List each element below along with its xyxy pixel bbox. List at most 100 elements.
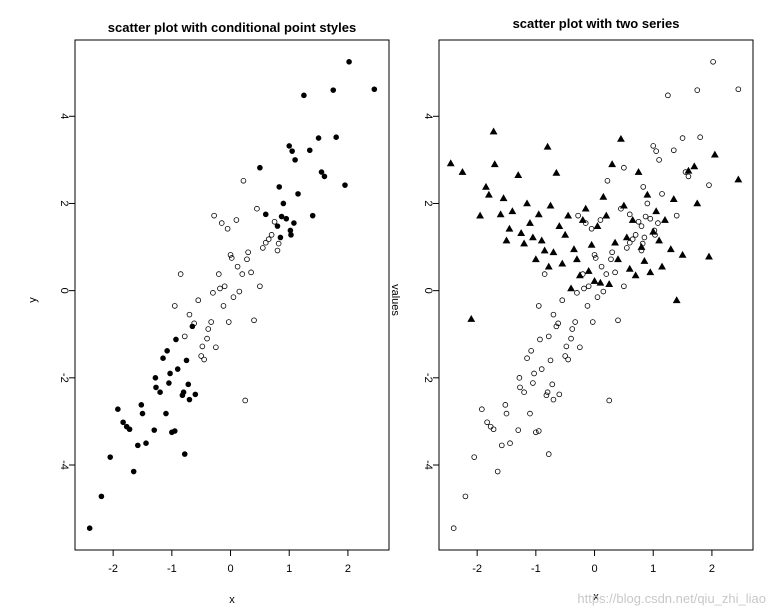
data-point <box>507 440 513 447</box>
data-point <box>598 263 605 270</box>
data-point <box>201 356 207 363</box>
data-point <box>578 216 587 223</box>
data-point <box>265 236 272 243</box>
data-point <box>574 290 580 296</box>
data-point <box>605 280 614 287</box>
data-point <box>234 263 241 270</box>
data-point <box>183 357 190 364</box>
y-tick-label: -4 <box>58 460 70 470</box>
data-point <box>257 283 263 290</box>
data-point <box>594 294 601 300</box>
y-tick-label: 0 <box>58 288 70 294</box>
data-point <box>244 256 250 263</box>
data-point <box>215 271 222 277</box>
data-point <box>180 389 187 396</box>
data-point <box>467 314 476 322</box>
data-point <box>608 160 617 168</box>
y-tick-label: 4 <box>422 113 434 119</box>
x-tick-label: 0 <box>227 563 233 575</box>
data-point <box>211 212 217 219</box>
data-point <box>160 355 166 362</box>
data-point <box>559 297 566 304</box>
data-point <box>602 211 611 219</box>
data-point <box>528 347 534 354</box>
data-point <box>516 375 523 381</box>
data-point <box>239 271 246 277</box>
data-point <box>656 157 662 163</box>
data-point <box>612 269 618 276</box>
x-tick-label: -2 <box>472 563 482 575</box>
data-point <box>195 297 202 304</box>
data-point <box>164 347 170 354</box>
data-point <box>508 207 517 215</box>
data-point <box>600 288 607 295</box>
data-point <box>173 336 179 343</box>
data-point <box>555 222 564 229</box>
data-point <box>693 199 702 207</box>
data-point <box>230 294 237 300</box>
data-point <box>189 323 196 330</box>
chart-title: scatter plot with two series <box>513 16 680 31</box>
data-point <box>152 375 159 381</box>
data-point <box>153 384 159 391</box>
data-point <box>575 212 581 219</box>
data-point <box>641 234 648 241</box>
data-point <box>220 303 227 309</box>
data-point <box>665 92 671 99</box>
data-point <box>572 319 578 325</box>
data-point <box>277 234 284 241</box>
data-point <box>669 195 678 202</box>
data-point <box>527 410 533 417</box>
data-point <box>653 148 659 154</box>
data-point <box>471 454 478 460</box>
data-point <box>198 353 204 359</box>
data-point <box>275 240 282 247</box>
data-point <box>673 212 680 219</box>
data-point <box>526 219 534 226</box>
data-point <box>684 166 693 174</box>
data-point <box>274 247 281 254</box>
y-tick-label: 4 <box>58 113 70 119</box>
x-tick-label: 2 <box>345 563 351 575</box>
data-point <box>278 213 285 220</box>
data-point <box>596 278 605 286</box>
data-point <box>233 217 240 223</box>
data-point <box>531 370 537 377</box>
x-tick-label: 0 <box>591 563 597 575</box>
data-point <box>590 277 599 284</box>
data-point <box>577 344 583 351</box>
data-point <box>535 303 542 309</box>
data-point <box>647 215 654 222</box>
data-point <box>597 217 604 223</box>
series-filled-circle <box>86 58 378 532</box>
data-point <box>549 381 556 388</box>
data-point <box>672 296 681 304</box>
data-point <box>315 135 322 141</box>
data-point <box>98 493 105 500</box>
data-point <box>171 303 178 309</box>
x-tick-label: -1 <box>531 563 541 575</box>
series-open-circle <box>450 58 742 532</box>
data-point <box>638 223 645 229</box>
data-point <box>204 335 210 342</box>
data-point <box>644 200 651 207</box>
y-axis-label: y <box>27 297 39 303</box>
data-point <box>517 384 523 391</box>
data-point <box>192 391 199 398</box>
scatter-panel-1: scatter plot with conditional point styl… <box>27 20 390 606</box>
plot-frame <box>74 39 390 551</box>
data-point <box>502 402 509 408</box>
data-point <box>694 87 701 93</box>
data-point <box>735 86 742 93</box>
data-point <box>538 366 545 372</box>
data-point <box>446 159 455 167</box>
data-point <box>584 267 593 274</box>
data-point <box>138 402 145 408</box>
data-point <box>552 168 561 176</box>
data-point <box>286 143 293 149</box>
data-point <box>115 406 121 413</box>
data-point <box>640 184 647 190</box>
data-point <box>262 239 269 246</box>
data-point <box>177 271 184 277</box>
